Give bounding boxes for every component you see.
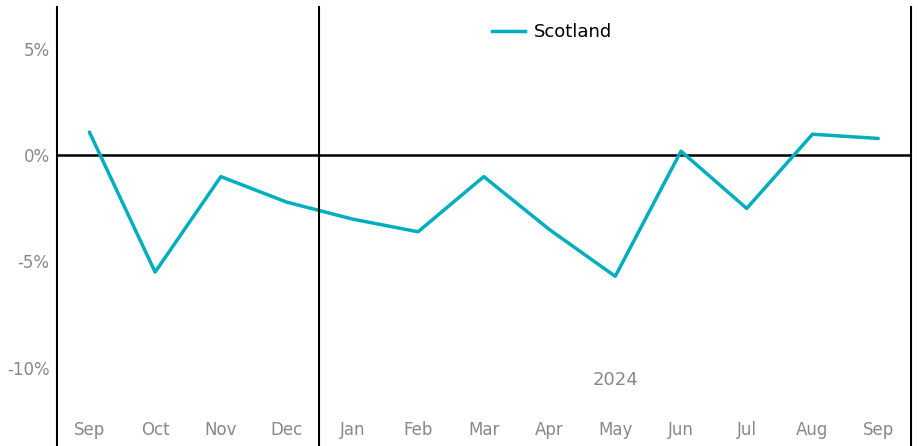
Legend: Scotland: Scotland (485, 16, 620, 49)
Text: 2024: 2024 (592, 371, 638, 389)
